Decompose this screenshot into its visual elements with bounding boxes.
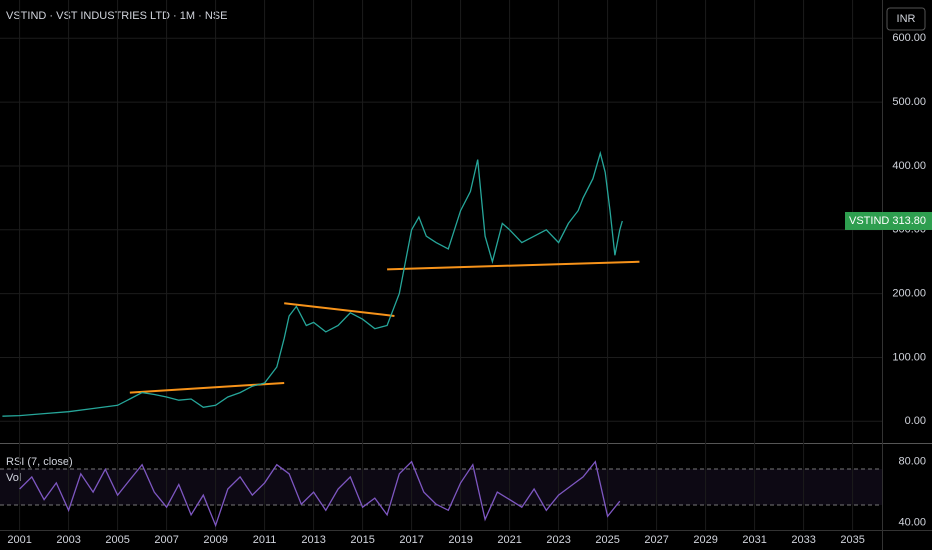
y-tick-label: 40.00 — [898, 516, 926, 528]
x-tick-label: 2005 — [105, 534, 129, 546]
x-tick-label: 2015 — [350, 534, 374, 546]
x-tick-label: 2003 — [56, 534, 80, 546]
x-tick-label: 2031 — [742, 534, 766, 546]
x-tick-label: 2035 — [840, 534, 864, 546]
price-tag-symbol: VSTIND — [849, 215, 889, 227]
y-tick-label: 100.00 — [892, 351, 926, 363]
trendline — [284, 302, 395, 317]
x-tick-label: 2033 — [791, 534, 815, 546]
volume-label: Vol — [6, 472, 21, 484]
x-tick-label: 2027 — [644, 534, 668, 546]
series-line — [19, 460, 621, 528]
y-tick-label: 200.00 — [892, 288, 926, 300]
y-tick-label: 80.00 — [898, 456, 926, 468]
x-tick-label: 2023 — [546, 534, 570, 546]
y-tick-label: 600.00 — [892, 32, 926, 44]
rsi-title: RSI (7, close) — [6, 456, 73, 468]
currency-button[interactable] — [886, 7, 926, 31]
rsi-band — [0, 469, 882, 505]
x-tick-label: 2017 — [399, 534, 423, 546]
x-tick-label: 2019 — [448, 534, 472, 546]
x-tick-label: 2009 — [203, 534, 227, 546]
y-tick-label: 500.00 — [892, 96, 926, 108]
series-line — [2, 150, 623, 417]
x-tick-label: 2025 — [595, 534, 619, 546]
x-tick-label: 2021 — [497, 534, 521, 546]
y-tick-label: 400.00 — [892, 160, 926, 172]
price-tag-value: 313.80 — [892, 215, 926, 227]
trendline — [387, 260, 640, 271]
price-tag — [845, 211, 932, 230]
x-tick-label: 2007 — [154, 534, 178, 546]
x-tick-label: 2001 — [7, 534, 31, 546]
currency[interactable]: INR — [897, 13, 916, 25]
y-tick-label: 0.00 — [905, 415, 926, 427]
chart-title: VSTIND · VST INDUSTRIES LTD · 1M · NSE — [6, 10, 227, 22]
x-tick-label: 2013 — [301, 534, 325, 546]
x-tick-label: 2029 — [693, 534, 717, 546]
x-tick-label: 2011 — [253, 534, 277, 546]
